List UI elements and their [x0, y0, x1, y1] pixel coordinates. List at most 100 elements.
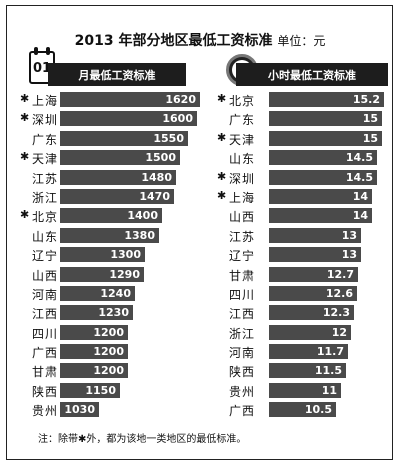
hourly-row: 辽宁 13	[217, 245, 392, 264]
monthly-row: 广东 1550	[20, 129, 190, 148]
monthly-row: 山西 1290	[20, 265, 190, 284]
hourly-region-label: 山西	[229, 210, 256, 225]
hourly-region-label: 山东	[229, 152, 256, 167]
calendar-number: 01	[32, 61, 52, 76]
hourly-row: ✱ 天津 15	[217, 129, 392, 148]
hourly-region-label: 四川	[229, 287, 256, 302]
hourly-row: ✱ 上海 14	[217, 187, 392, 206]
hourly-row: 山东 14.5	[217, 148, 392, 167]
monthly-row: 辽宁 1300	[20, 245, 190, 264]
monthly-region-label: 北京	[32, 210, 59, 225]
hourly-bar: 11.5	[269, 363, 346, 379]
hourly-row: 山西 14	[217, 206, 392, 225]
hourly-bar: 14	[269, 208, 372, 224]
hourly-row: 广西 10.5	[217, 400, 392, 419]
hourly-row: ✱ 北京 15.2	[217, 90, 392, 109]
monthly-bar: 1290	[60, 266, 144, 282]
footnote: 注：除带✱外，都为该地一类地区的最低标准。	[38, 434, 247, 445]
hourly-row: 浙江 12	[217, 323, 392, 342]
hourly-row: 陕西 11.5	[217, 361, 392, 380]
hourly-header: 小时最低工资标准	[236, 63, 388, 86]
hourly-region-label: 江西	[229, 307, 256, 322]
hourly-region-label: 上海	[229, 190, 256, 205]
star-marker: ✱	[20, 111, 30, 125]
monthly-row: ✱ 上海 1620	[20, 90, 200, 109]
monthly-region-label: 河南	[32, 287, 59, 302]
monthly-row: ✱ 深圳 1600	[20, 109, 197, 128]
star-marker: ✱	[217, 188, 227, 202]
hourly-bar: 11	[269, 382, 341, 398]
hourly-region-label: 辽宁	[229, 249, 256, 264]
monthly-bar: 1200	[60, 344, 128, 360]
monthly-row: 江苏 1480	[20, 168, 190, 187]
hourly-bar: 12.3	[269, 305, 354, 321]
hourly-bar: 13	[269, 247, 361, 263]
hourly-region-label: 浙江	[229, 326, 256, 341]
hourly-row: 河南 11.7	[217, 342, 392, 361]
monthly-region-label: 江西	[32, 307, 59, 322]
hourly-bars: ✱ 北京 15.2 广东 15 ✱ 天津 15 山东 14.5 ✱ 深圳 14.5 ✱ 上海 14 山西 14 江苏…	[217, 90, 392, 420]
monthly-row: 甘肃 1200	[20, 361, 190, 380]
monthly-header: 月最低工资标准	[48, 63, 186, 86]
hourly-row: 甘肃 12.7	[217, 265, 392, 284]
hourly-bar: 10.5	[269, 402, 336, 418]
monthly-row: 贵州 1030	[20, 400, 190, 419]
chart-title: 2013 年部分地区最低工资标准 单位：元	[0, 30, 400, 50]
hourly-row: 四川 12.6	[217, 284, 392, 303]
monthly-bar: 1300	[60, 247, 145, 263]
monthly-region-label: 广东	[32, 132, 59, 147]
hourly-region-label: 天津	[229, 132, 256, 147]
hourly-row: 广东 15	[217, 109, 392, 128]
monthly-bar: 1470	[60, 188, 174, 204]
monthly-bar: 1200	[60, 363, 128, 379]
monthly-row: 四川 1200	[20, 323, 190, 342]
monthly-bar: 1380	[60, 227, 159, 243]
hourly-row: ✱ 深圳 14.5	[217, 168, 392, 187]
hourly-bar: 12.6	[269, 285, 357, 301]
monthly-region-label: 辽宁	[32, 249, 59, 264]
monthly-bar: 1030	[60, 402, 99, 418]
hourly-row: 江苏 13	[217, 226, 392, 245]
star-marker: ✱	[20, 208, 30, 222]
monthly-region-label: 山东	[32, 229, 59, 244]
hourly-bar: 11.7	[269, 344, 348, 360]
hourly-bar: 13	[269, 227, 361, 243]
hourly-region-label: 陕西	[229, 365, 256, 380]
monthly-region-label: 浙江	[32, 190, 59, 205]
chart-title-text: 2013 年部分地区最低工资标准	[74, 33, 273, 49]
hourly-bar: 12	[269, 324, 351, 340]
monthly-region-label: 上海	[32, 94, 59, 108]
hourly-bar: 12.7	[269, 266, 358, 282]
monthly-region-label: 天津	[32, 152, 59, 167]
hourly-region-label: 江苏	[229, 229, 256, 244]
monthly-bar: 1500	[60, 150, 180, 166]
calendar-icon: 01	[29, 47, 55, 84]
hourly-row: 江西 12.3	[217, 303, 392, 322]
monthly-row: 河南 1240	[20, 284, 190, 303]
monthly-row: ✱ 北京 1400	[20, 206, 190, 225]
monthly-region-label: 江苏	[32, 171, 59, 186]
star-marker: ✱	[20, 150, 30, 164]
monthly-bar: 1600	[60, 111, 197, 127]
hourly-bar: 14	[269, 188, 372, 204]
monthly-region-label: 四川	[32, 326, 59, 341]
monthly-row: 广西 1200	[20, 342, 190, 361]
monthly-bar: 1150	[60, 382, 120, 398]
monthly-region-label: 贵州	[32, 404, 59, 419]
monthly-bar: 1480	[60, 169, 176, 185]
hourly-bar: 15	[269, 130, 382, 146]
monthly-bar: 1200	[60, 324, 128, 340]
hourly-region-label: 深圳	[229, 171, 256, 186]
monthly-row: ✱ 天津 1500	[20, 148, 190, 167]
hourly-bar: 15	[269, 111, 382, 127]
monthly-region-label: 广西	[32, 346, 59, 361]
monthly-region-label: 甘肃	[32, 365, 59, 380]
hourly-region-label: 广东	[229, 113, 256, 128]
monthly-bar: 1620	[60, 92, 200, 107]
hourly-row: 贵州 11	[217, 381, 392, 400]
hourly-region-label: 甘肃	[229, 268, 256, 283]
hourly-region-label: 贵州	[229, 384, 256, 399]
monthly-row: 浙江 1470	[20, 187, 190, 206]
monthly-bar: 1550	[60, 130, 188, 146]
monthly-region-label: 山西	[32, 268, 59, 283]
